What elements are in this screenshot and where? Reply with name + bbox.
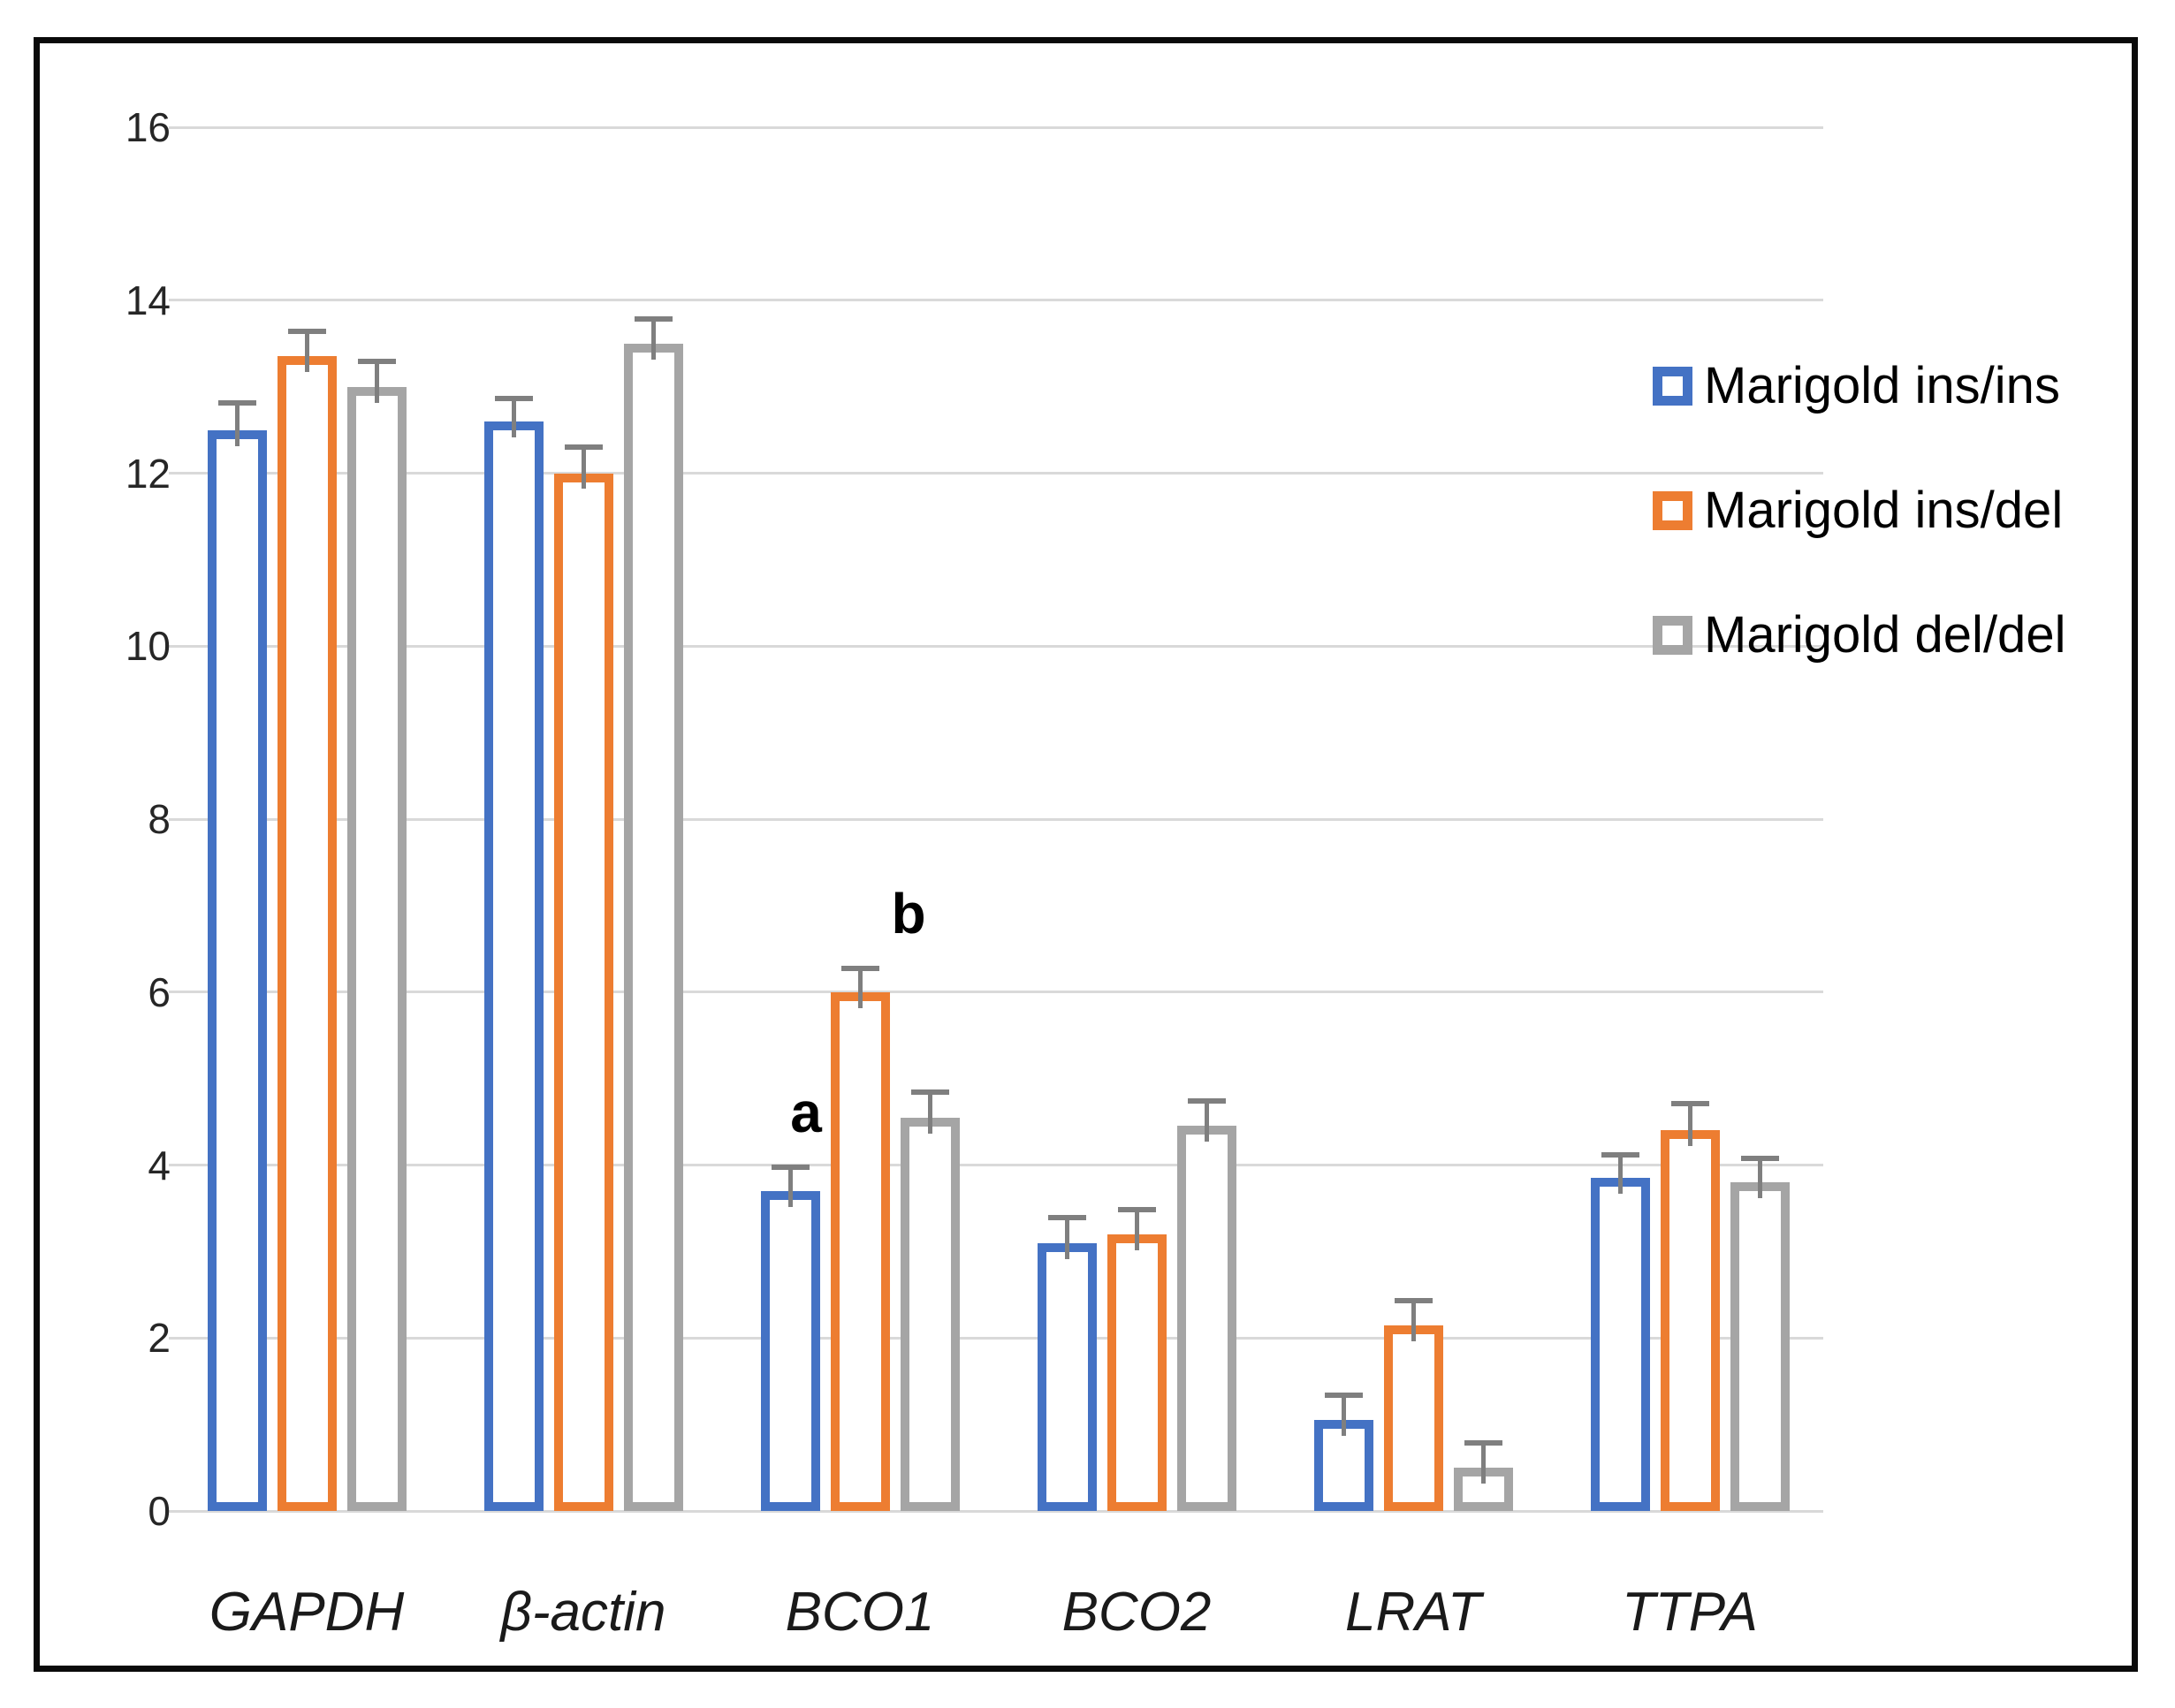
- significance-label: a: [790, 1081, 822, 1145]
- legend-label: Marigold del/del: [1704, 606, 2066, 664]
- error-bar-cap: [1394, 1298, 1433, 1304]
- legend-item: Marigold ins/ins: [1653, 360, 2060, 413]
- error-bar-line: [511, 399, 516, 437]
- error-bar-cap: [287, 328, 326, 334]
- bar-β-actin-Marigold-ins/del: [553, 473, 613, 1511]
- error-bar-cap: [1464, 1439, 1502, 1446]
- y-axis-tick-label: 14: [125, 277, 171, 323]
- error-bar-line: [1687, 1104, 1692, 1147]
- legend-swatch: [1653, 616, 1692, 655]
- bar-GAPDH-Marigold-ins/del: [277, 356, 337, 1511]
- error-bar-cap: [840, 966, 879, 972]
- gridline: [169, 1164, 1823, 1166]
- error-bar-line: [1064, 1218, 1069, 1259]
- error-bar-line: [1134, 1210, 1139, 1250]
- error-bar-cap: [1324, 1392, 1363, 1398]
- error-bar-cap: [1740, 1155, 1779, 1161]
- gridline: [169, 299, 1823, 302]
- error-bar-cap: [910, 1089, 949, 1096]
- x-axis-category-label: β-actin: [500, 1582, 666, 1643]
- bar-BCO2-Marigold-ins/ins: [1037, 1242, 1097, 1511]
- error-bar-line: [1204, 1101, 1209, 1142]
- y-axis-tick-label: 0: [148, 1488, 171, 1534]
- error-bar-line: [234, 403, 240, 446]
- error-bar-line: [1757, 1158, 1762, 1199]
- gridline: [169, 991, 1823, 994]
- error-bar-cap: [1117, 1207, 1156, 1213]
- error-bar-cap: [1047, 1215, 1086, 1221]
- gridline: [169, 472, 1823, 474]
- legend-label: Marigold ins/del: [1704, 482, 2064, 539]
- gridline: [169, 125, 1823, 129]
- bar-LRAT-Marigold-ins/del: [1383, 1325, 1443, 1511]
- bar-β-actin-Marigold-ins/ins: [483, 421, 544, 1511]
- error-bar-cap: [634, 316, 673, 323]
- error-bar-line: [1617, 1154, 1623, 1195]
- y-axis-tick-label: 16: [125, 104, 171, 150]
- bar-BCO2-Marigold-ins/del: [1107, 1234, 1167, 1511]
- error-bar-line: [581, 447, 586, 490]
- bar-GAPDH-Marigold-del/del: [346, 386, 407, 1511]
- bar-TTPA-Marigold-ins/del: [1660, 1130, 1720, 1511]
- error-bar-cap: [1601, 1151, 1639, 1158]
- error-bar-line: [304, 330, 309, 373]
- legend-label: Marigold ins/ins: [1704, 357, 2060, 414]
- x-axis-category-label: BCO2: [1061, 1582, 1212, 1643]
- significance-label: b: [891, 882, 926, 946]
- bar-β-actin-Marigold-del/del: [623, 343, 683, 1511]
- y-axis-tick-label: 6: [148, 968, 171, 1015]
- x-axis-category-label: TTPA: [1622, 1582, 1758, 1643]
- error-bar-cap: [494, 396, 533, 402]
- x-axis-category-label: LRAT: [1345, 1582, 1481, 1643]
- legend-item: Marigold ins/del: [1653, 484, 2063, 537]
- y-axis-tick-label: 2: [148, 1315, 171, 1362]
- bar-BCO2-Marigold-del/del: [1176, 1126, 1236, 1511]
- bar-GAPDH-Marigold-ins/ins: [207, 429, 267, 1511]
- error-bar-cap: [771, 1165, 810, 1171]
- x-axis-category-label: GAPDH: [209, 1582, 405, 1643]
- legend-swatch: [1653, 367, 1692, 406]
- error-bar-cap: [1187, 1098, 1226, 1105]
- error-bar-line: [1480, 1442, 1486, 1484]
- error-bar-cap: [357, 359, 396, 365]
- y-axis-tick-label: 12: [125, 450, 171, 497]
- error-bar-line: [857, 968, 863, 1008]
- y-axis-tick-label: 8: [148, 796, 171, 842]
- error-bar-cap: [217, 400, 256, 406]
- gridline: [169, 1509, 1823, 1513]
- legend-item: Marigold del/del: [1653, 609, 2065, 662]
- error-bar-line: [1411, 1301, 1416, 1341]
- error-bar-cap: [564, 444, 603, 451]
- bar-TTPA-Marigold-del/del: [1730, 1182, 1790, 1511]
- bar-BCO1-Marigold-ins/ins: [760, 1190, 820, 1511]
- y-axis-tick-label: 4: [148, 1142, 171, 1188]
- gridline: [169, 817, 1823, 821]
- bar-TTPA-Marigold-ins/ins: [1590, 1178, 1650, 1511]
- chart-frame: 0 2 4 6 8 10 12 14 16 GAPDH β-actin BCO1 BCO2 LRAT TT…: [34, 37, 2138, 1672]
- error-bar-cap: [1670, 1101, 1709, 1106]
- error-bar-line: [787, 1167, 793, 1207]
- y-axis-tick-label: 10: [125, 623, 171, 670]
- error-bar-line: [1341, 1394, 1346, 1437]
- bar-BCO1-Marigold-ins/del: [830, 991, 890, 1511]
- error-bar-line: [374, 361, 379, 403]
- gridline: [169, 1336, 1823, 1340]
- error-bar-line: [650, 319, 656, 360]
- gridline: [169, 644, 1823, 648]
- x-axis-category-label: BCO1: [785, 1582, 935, 1643]
- legend-swatch: [1653, 491, 1692, 530]
- error-bar-line: [927, 1092, 932, 1134]
- bar-BCO1-Marigold-del/del: [900, 1117, 960, 1511]
